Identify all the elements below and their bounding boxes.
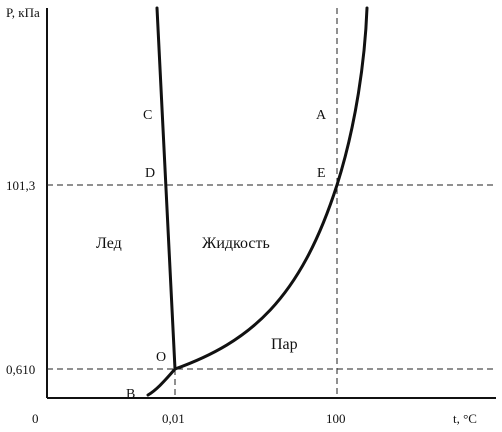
y-tick-101-3: 101,3 (6, 178, 35, 193)
region-liquid: Жидкость (202, 235, 270, 252)
vaporization-curve-oe (173, 6, 369, 371)
point-d: D (145, 166, 155, 181)
x-tick-0: 0 (32, 411, 39, 426)
x-tick-100: 100 (326, 411, 346, 426)
point-b: B (126, 387, 135, 402)
y-axis-label: P, кПа (6, 5, 40, 20)
region-ice: Лед (96, 235, 122, 252)
sublimation-curve-bo (146, 367, 177, 397)
melting-curve-oc (155, 6, 177, 371)
point-a: A (316, 108, 327, 123)
x-tick-0-01: 0,01 (162, 411, 185, 426)
point-o: O (156, 350, 166, 365)
point-e: E (317, 166, 326, 181)
y-tick-0-610: 0,610 (6, 362, 35, 377)
region-vapor: Пар (271, 336, 298, 353)
point-c: C (143, 108, 152, 123)
x-axis-label: t, °C (453, 411, 477, 426)
